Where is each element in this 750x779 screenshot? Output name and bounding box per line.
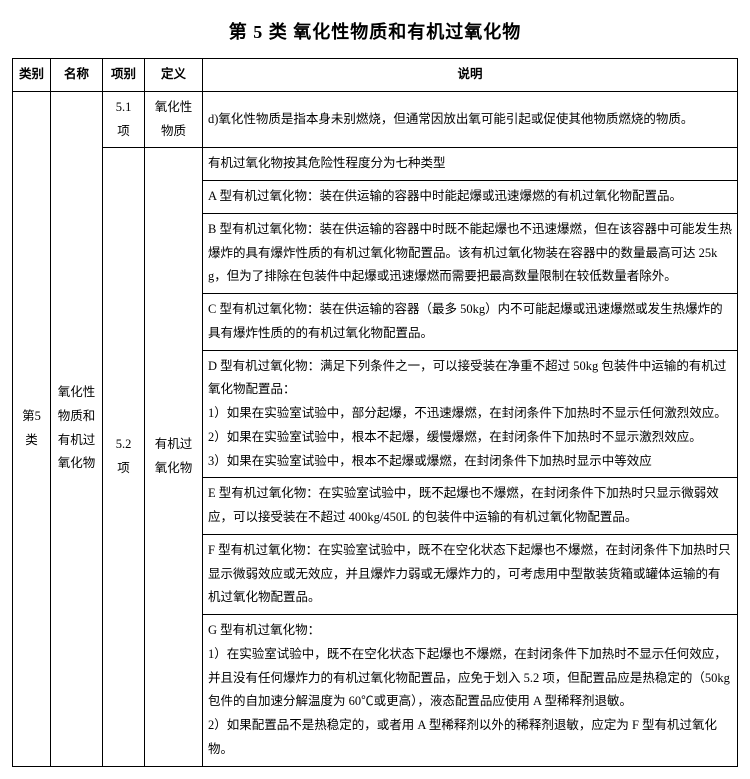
cell-desc-52-1: A 型有机过氧化物：装在供运输的容器中时能起爆或迅速爆燃的有机过氧化物配置品。 xyxy=(203,181,738,214)
page-title: 第 5 类 氧化性物质和有机过氧化物 xyxy=(12,18,738,44)
cell-desc-51: d)氧化性物质是指本身未别燃烧，但通常因放出氧可能引起或促使其他物质燃烧的物质。 xyxy=(203,91,738,148)
cell-desc-52-6: F 型有机过氧化物：在实验室试验中，既不在空化状态下起爆也不爆燃，在封闭条件下加… xyxy=(203,534,738,614)
cell-desc-52-4: D 型有机过氧化物：满足下列条件之一，可以接受装在净重不超过 50kg 包装件中… xyxy=(203,350,738,478)
cell-def-52: 有机过氧化物 xyxy=(145,148,203,766)
table-header-row: 类别 名称 项别 定义 说明 xyxy=(13,59,738,92)
header-description: 说明 xyxy=(203,59,738,92)
table-row: 5.2 项 有机过氧化物 有机过氧化物按其危险性程度分为七种类型 xyxy=(13,148,738,181)
cell-item-51: 5.1 项 xyxy=(103,91,145,148)
cell-name: 氧化性物质和有机过氧化物 xyxy=(51,91,103,766)
header-category: 类别 xyxy=(13,59,51,92)
classification-table: 类别 名称 项别 定义 说明 第5类 氧化性物质和有机过氧化物 5.1 项 氧化… xyxy=(12,58,738,767)
cell-desc-52-3: C 型有机过氧化物：装在供运输的容器（最多 50kg）内不可能起爆或迅速爆燃或发… xyxy=(203,294,738,351)
table-row: 第5类 氧化性物质和有机过氧化物 5.1 项 氧化性物质 d)氧化性物质是指本身… xyxy=(13,91,738,148)
cell-desc-52-2: B 型有机过氧化物：装在供运输的容器中时既不能起爆也不迅速爆燃，但在该容器中可能… xyxy=(203,213,738,293)
cell-item-52: 5.2 项 xyxy=(103,148,145,766)
header-item: 项别 xyxy=(103,59,145,92)
cell-desc-52-5: E 型有机过氧化物：在实验室试验中，既不起爆也不爆燃，在封闭条件下加热时只显示微… xyxy=(203,478,738,535)
cell-desc-52-0: 有机过氧化物按其危险性程度分为七种类型 xyxy=(203,148,738,181)
cell-desc-52-7: G 型有机过氧化物：1）在实验室试验中，既不在空化状态下起爆也不爆燃，在封闭条件… xyxy=(203,615,738,767)
header-definition: 定义 xyxy=(145,59,203,92)
cell-category: 第5类 xyxy=(13,91,51,766)
header-name: 名称 xyxy=(51,59,103,92)
cell-def-51: 氧化性物质 xyxy=(145,91,203,148)
